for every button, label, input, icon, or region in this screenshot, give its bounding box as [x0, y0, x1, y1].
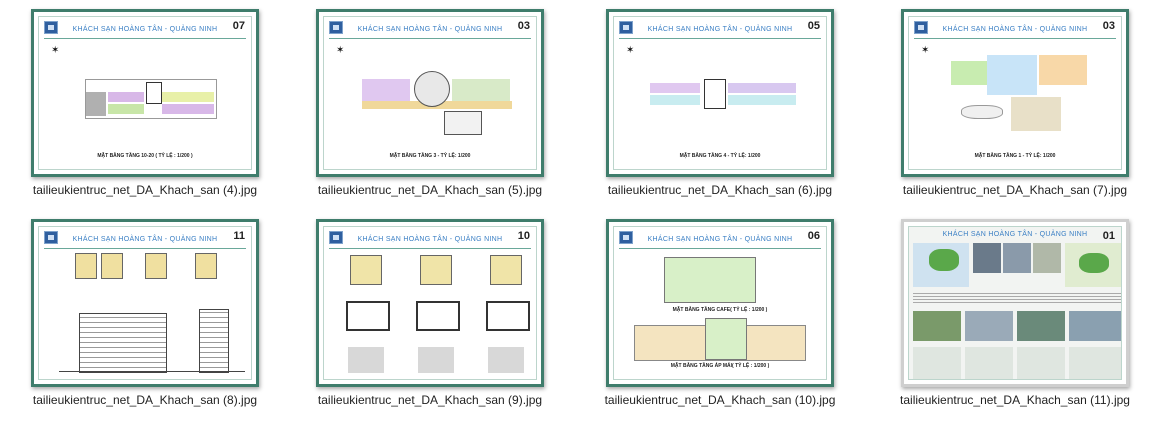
file-name-label[interactable]: tailieukientruc_net_DA_Khach_san (7).jpg — [902, 183, 1128, 197]
file-thumbnail[interactable]: KHÁCH SẠN HOÀNG TÂN - QUẢNG NINH 11 — [31, 219, 259, 387]
sheet-caption: MẶT BẰNG TẦNG ÁP MÁI( TỶ LỆ : 1/200 ) — [670, 363, 770, 369]
sheet-number: 01 — [1102, 230, 1115, 242]
file-name-label[interactable]: tailieukientruc_net_DA_Khach_san (10).jp… — [604, 393, 836, 407]
sheet-caption-2: MẶT BẰNG TẦNG CAFE( TỶ LỆ : 1/200 ) — [672, 307, 768, 313]
sheet-number: 05 — [807, 20, 820, 32]
floor-plan — [85, 79, 217, 119]
photo — [913, 311, 961, 341]
file-thumbnail[interactable]: KHÁCH SẠN HOÀNG TÂN - QUẢNG NINH 01 — [901, 219, 1129, 387]
sheet-title: KHÁCH SẠN HOÀNG TÂN - QUẢNG NINH — [942, 231, 1088, 238]
sheet-caption: MẶT BẰNG TẦNG 3 - TỶ LỆ: 1/200 — [389, 153, 471, 159]
file-item[interactable]: KHÁCH SẠN HOÀNG TÂN - QUẢNG NINH 10 tail… — [285, 210, 575, 416]
north-arrow-icon: ✶ — [626, 45, 635, 56]
photo — [1069, 311, 1121, 341]
logo-icon — [329, 231, 343, 244]
file-thumbnail[interactable]: KHÁCH SẠN HOÀNG TÂN - QUẢNG NINH 06 MẶT … — [606, 219, 834, 387]
sheet-title: KHÁCH SẠN HOÀNG TÂN - QUẢNG NINH — [357, 236, 503, 243]
logo-icon — [914, 21, 928, 34]
photo — [1003, 243, 1031, 273]
file-name-label[interactable]: tailieukientruc_net_DA_Khach_san (9).jpg — [317, 393, 543, 407]
sheet-caption: MẶT BẰNG TẦNG 1 - TỶ LỆ: 1/200 — [974, 153, 1056, 159]
sheet-content: KHÁCH SẠN HOÀNG TÂN - QUẢNG NINH 11 — [38, 226, 252, 380]
file-item[interactable]: KHÁCH SẠN HOÀNG TÂN - QUẢNG NINH 01 — [870, 210, 1149, 416]
room-plans — [75, 253, 225, 293]
file-thumbnail[interactable]: KHÁCH SẠN HOÀNG TÂN - QUẢNG NINH 03 ✶ MẶ… — [316, 9, 544, 177]
floor-plan — [951, 53, 1091, 143]
floor-plan — [650, 79, 798, 109]
logo-icon — [329, 21, 343, 34]
file-name-label[interactable]: tailieukientruc_net_DA_Khach_san (11).jp… — [900, 393, 1130, 407]
site-diagram — [1069, 347, 1121, 379]
cafe-floor-plan — [664, 257, 756, 303]
section-drawings — [59, 299, 245, 375]
photo — [965, 311, 1013, 341]
site-map-island — [1079, 253, 1109, 273]
sheet-content: KHÁCH SẠN HOÀNG TÂN - QUẢNG NINH 03 ✶ MẶ… — [323, 16, 537, 170]
sheet-content: KHÁCH SẠN HOÀNG TÂN - QUẢNG NINH 06 MẶT … — [613, 226, 827, 380]
site-diagram — [965, 347, 1013, 379]
sheet-number: 10 — [517, 230, 530, 242]
divider — [914, 38, 1116, 39]
file-name-label[interactable]: tailieukientruc_net_DA_Khach_san (6).jpg — [607, 183, 833, 197]
sheet-content: KHÁCH SẠN HOÀNG TÂN - QUẢNG NINH 10 — [323, 226, 537, 380]
divider — [329, 248, 531, 249]
sheet-content: KHÁCH SẠN HOÀNG TÂN - QUẢNG NINH 03 ✶ MẶ… — [908, 16, 1122, 170]
text-block — [913, 293, 1121, 305]
sheet-caption: MẶT BẰNG TẦNG 4 - TỶ LỆ: 1/200 — [679, 153, 761, 159]
sheet-number: 03 — [1102, 20, 1115, 32]
divider — [44, 38, 246, 39]
divider — [44, 248, 246, 249]
file-name-label[interactable]: tailieukientruc_net_DA_Khach_san (5).jpg — [317, 183, 543, 197]
sheet-title: KHÁCH SẠN HOÀNG TÂN - QUẢNG NINH — [942, 26, 1088, 33]
file-item[interactable]: KHÁCH SẠN HOÀNG TÂN - QUẢNG NINH 11 tail… — [0, 210, 290, 416]
logo-icon — [44, 231, 58, 244]
sheet-number: 07 — [232, 20, 245, 32]
photo — [1017, 311, 1065, 341]
file-item[interactable]: KHÁCH SẠN HOÀNG TÂN - QUẢNG NINH 07 ✶ MẶ… — [0, 0, 290, 206]
logo-icon — [44, 21, 58, 34]
site-diagram — [913, 347, 961, 379]
sheet-number: 06 — [807, 230, 820, 242]
floor-plan — [362, 69, 512, 135]
divider — [619, 38, 821, 39]
file-thumbnail[interactable]: KHÁCH SẠN HOÀNG TÂN - QUẢNG NINH 03 ✶ MẶ… — [901, 9, 1129, 177]
sheet-number: 03 — [517, 20, 530, 32]
roof-floor-plan — [634, 318, 806, 361]
north-arrow-icon: ✶ — [336, 45, 345, 56]
photo — [1033, 243, 1061, 273]
sheet-caption: MẶT BẰNG TẦNG 10-20 ( TỶ LỆ : 1/200 ) — [97, 153, 193, 159]
logo-icon — [619, 231, 633, 244]
sheet-content: KHÁCH SẠN HOÀNG TÂN - QUẢNG NINH 01 — [908, 226, 1122, 380]
sheet-title: KHÁCH SẠN HOÀNG TÂN - QUẢNG NINH — [357, 26, 503, 33]
file-item[interactable]: KHÁCH SẠN HOÀNG TÂN - QUẢNG NINH 06 MẶT … — [575, 210, 865, 416]
file-name-label[interactable]: tailieukientruc_net_DA_Khach_san (4).jpg — [32, 183, 258, 197]
file-thumbnail[interactable]: KHÁCH SẠN HOÀNG TÂN - QUẢNG NINH 07 ✶ MẶ… — [31, 9, 259, 177]
sheet-title: KHÁCH SẠN HOÀNG TÂN - QUẢNG NINH — [647, 26, 793, 33]
sheet-title: KHÁCH SẠN HOÀNG TÂN - QUẢNG NINH — [647, 236, 793, 243]
sheet-title: KHÁCH SẠN HOÀNG TÂN - QUẢNG NINH — [72, 26, 218, 33]
sheet-content: KHÁCH SẠN HOÀNG TÂN - QUẢNG NINH 07 ✶ MẶ… — [38, 16, 252, 170]
north-arrow-icon: ✶ — [51, 45, 60, 56]
photo — [973, 243, 1001, 273]
divider — [619, 248, 821, 249]
file-item[interactable]: KHÁCH SẠN HOÀNG TÂN - QUẢNG NINH 05 ✶ MẶ… — [575, 0, 865, 206]
logo-icon — [619, 21, 633, 34]
north-arrow-icon: ✶ — [921, 45, 930, 56]
site-map-island — [929, 249, 959, 271]
file-item[interactable]: KHÁCH SẠN HOÀNG TÂN - QUẢNG NINH 03 ✶ MẶ… — [285, 0, 575, 206]
file-thumbnail[interactable]: KHÁCH SẠN HOÀNG TÂN - QUẢNG NINH 05 ✶ MẶ… — [606, 9, 834, 177]
file-item[interactable]: KHÁCH SẠN HOÀNG TÂN - QUẢNG NINH 03 ✶ MẶ… — [870, 0, 1149, 206]
room-detail-drawings — [340, 255, 530, 379]
divider — [329, 38, 531, 39]
site-diagram — [1017, 347, 1065, 379]
sheet-content: KHÁCH SẠN HOÀNG TÂN - QUẢNG NINH 05 ✶ MẶ… — [613, 16, 827, 170]
sheet-title: KHÁCH SẠN HOÀNG TÂN - QUẢNG NINH — [72, 236, 218, 243]
file-name-label[interactable]: tailieukientruc_net_DA_Khach_san (8).jpg — [32, 393, 258, 407]
file-thumbnail[interactable]: KHÁCH SẠN HOÀNG TÂN - QUẢNG NINH 10 — [316, 219, 544, 387]
sheet-number: 11 — [233, 230, 245, 242]
